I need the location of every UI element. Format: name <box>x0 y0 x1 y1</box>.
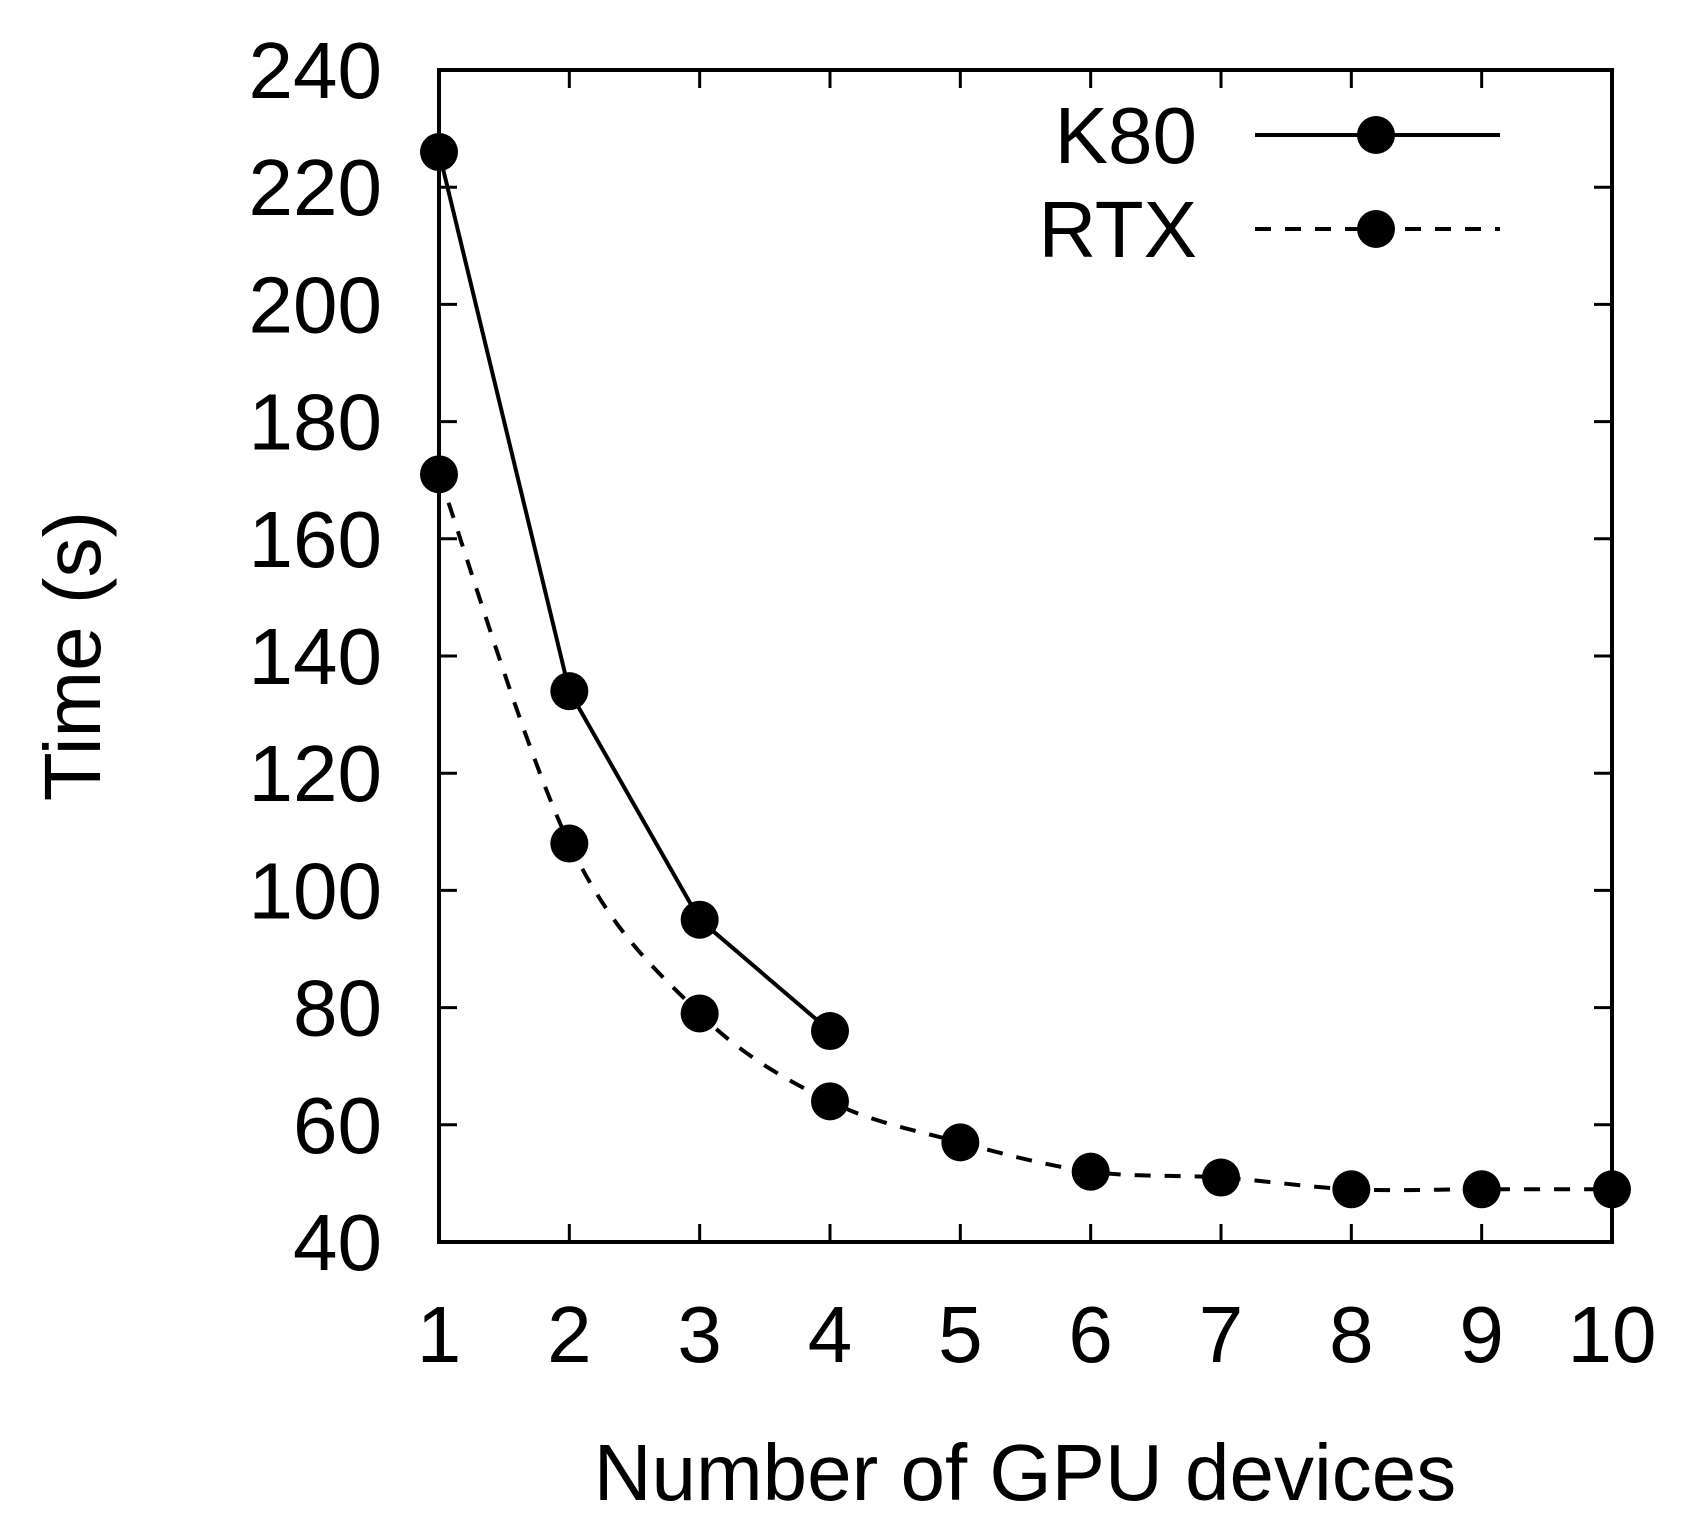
x-tick-label: 7 <box>1199 1290 1244 1379</box>
data-point-k80 <box>680 900 719 939</box>
data-point-rtx <box>1071 1152 1110 1191</box>
y-tick-label: 160 <box>249 495 382 584</box>
x-tick-label: 3 <box>677 1290 722 1379</box>
x-axis-tick-labels: 1 2 3 4 5 6 7 8 9 10 <box>417 1290 1657 1379</box>
x-tick-label: 8 <box>1329 1290 1374 1379</box>
data-point-rtx <box>1202 1158 1240 1197</box>
x-tick-label: 9 <box>1459 1290 1504 1379</box>
legend-marker-rtx <box>1357 210 1395 248</box>
legend-marker-k80 <box>1357 116 1395 154</box>
data-point-rtx <box>1332 1170 1371 1209</box>
data-point-rtx <box>550 824 589 863</box>
axis-ticks <box>437 68 1614 1244</box>
x-tick-label: 6 <box>1068 1290 1113 1379</box>
x-tick-label: 5 <box>938 1290 983 1379</box>
legend-label-k80: K80 <box>1055 91 1197 180</box>
plot-frame <box>437 68 1614 1244</box>
data-point-rtx <box>1462 1170 1501 1209</box>
x-tick-label: 10 <box>1568 1290 1657 1379</box>
x-tick-label: 1 <box>417 1290 462 1379</box>
series-line-k80 <box>437 151 832 1033</box>
y-axis-title: Time (s) <box>28 511 117 801</box>
y-tick-label: 100 <box>249 846 382 935</box>
series-line-rtx <box>437 473 1612 1193</box>
y-axis-tick-labels: 40 60 80 100 120 140 160 180 200 220 240 <box>249 26 382 1287</box>
legend-label-rtx: RTX <box>1038 185 1197 274</box>
x-tick-label: 4 <box>808 1290 853 1379</box>
y-tick-label: 180 <box>249 378 382 467</box>
y-tick-label: 220 <box>249 143 382 232</box>
data-point-k80 <box>550 672 589 711</box>
y-tick-label: 140 <box>249 612 382 701</box>
data-point-rtx <box>680 994 719 1033</box>
series-layer <box>420 133 1631 1209</box>
data-point-k80 <box>811 1012 849 1051</box>
y-tick-label: 120 <box>249 729 382 818</box>
y-tick-label: 80 <box>293 964 382 1053</box>
y-tick-label: 200 <box>249 260 382 349</box>
y-tick-label: 240 <box>249 26 382 115</box>
data-point-rtx <box>941 1123 980 1162</box>
y-tick-label: 40 <box>293 1198 382 1287</box>
data-point-rtx <box>811 1082 849 1121</box>
x-axis-title: Number of GPU devices <box>594 1428 1457 1516</box>
x-tick-label: 2 <box>547 1290 592 1379</box>
y-tick-label: 60 <box>293 1081 382 1170</box>
